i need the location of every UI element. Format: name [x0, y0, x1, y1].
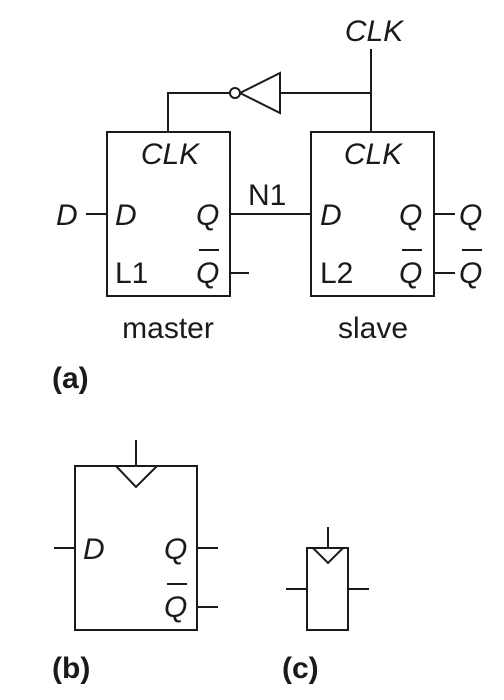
master-d-label: D	[115, 199, 137, 232]
master-latch-box	[106, 131, 231, 297]
b-qbar-label: Q	[164, 591, 187, 624]
master-caption: master	[122, 312, 214, 345]
b-q-label: Q	[164, 533, 187, 566]
part-c-flip-flop-compact: (c)	[282, 527, 369, 685]
master-q-label: Q	[196, 199, 219, 232]
slave-clk-label: CLK	[344, 138, 404, 171]
slave-d-label: D	[320, 199, 342, 232]
part-a-label: (a)	[52, 362, 89, 395]
slave-name-label: L2	[320, 257, 353, 290]
part-b-label: (b)	[52, 652, 90, 685]
inverter-symbol	[237, 71, 281, 115]
master-qbar-label: Q	[196, 257, 219, 290]
clk-input-label: CLK	[345, 15, 405, 48]
qbar-output-label: Q	[459, 257, 482, 290]
d-input-label: D	[56, 199, 78, 232]
slave-q-label: Q	[399, 199, 422, 232]
c-flip-flop-box	[306, 547, 349, 631]
q-output-label: Q	[459, 199, 482, 232]
c-clock-triangle	[312, 547, 344, 565]
slave-qbar-label: Q	[399, 257, 422, 290]
inverter-bubble	[229, 87, 241, 99]
part-a-master-slave: CLK CLK D Q L1 Q master D N1 CLK D Q L2 …	[52, 15, 482, 395]
slave-caption: slave	[338, 312, 408, 345]
n1-label: N1	[248, 179, 286, 212]
b-flip-flop-box	[74, 465, 198, 631]
slave-latch-box	[310, 131, 435, 297]
b-clock-triangle	[115, 465, 158, 489]
part-b-flip-flop: D Q Q (b)	[52, 440, 218, 685]
master-clk-label: CLK	[141, 138, 201, 171]
master-name-label: L1	[115, 257, 148, 290]
part-c-label: (c)	[282, 652, 319, 685]
b-d-label: D	[83, 533, 105, 566]
